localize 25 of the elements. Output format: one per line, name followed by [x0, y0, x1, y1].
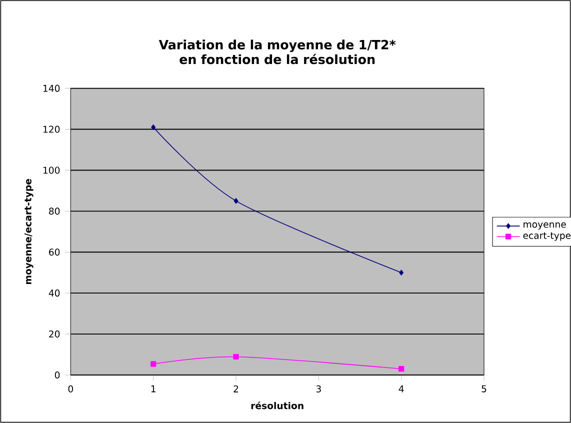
- x-tick-label: 3: [316, 385, 321, 392]
- legend-label: moyenne: [524, 222, 566, 230]
- point: [150, 361, 156, 367]
- y-tick-label: 100: [43, 166, 60, 174]
- y-axis-title: moyenne/ecart-type: [24, 178, 34, 284]
- point: [151, 124, 156, 130]
- point: [233, 354, 239, 360]
- point: [398, 366, 404, 372]
- y-tick-label: 140: [43, 84, 60, 92]
- x-tick-label: 1: [151, 385, 156, 392]
- y-tick-label: 20: [49, 330, 60, 338]
- x-tick-label: 5: [482, 385, 486, 392]
- point: [234, 198, 238, 204]
- y-tick-label: 40: [48, 290, 60, 297]
- x-tick-label: 0: [68, 385, 74, 392]
- y-tick-label: 60: [49, 248, 60, 256]
- chart-title: Variation de la moyenne de 1/T2* en fonction de la résolution: [158, 40, 396, 64]
- x-tick-label: 2: [234, 385, 238, 392]
- y-tick-label: 0: [54, 371, 60, 379]
- point: [399, 270, 404, 276]
- x-axis-title: résolution: [251, 402, 304, 410]
- y-tick-label: 120: [43, 126, 60, 133]
- y-tick-label: 80: [49, 208, 60, 215]
- legend-label: ecart-type: [523, 232, 571, 241]
- x-tick-label: 4: [398, 385, 404, 392]
